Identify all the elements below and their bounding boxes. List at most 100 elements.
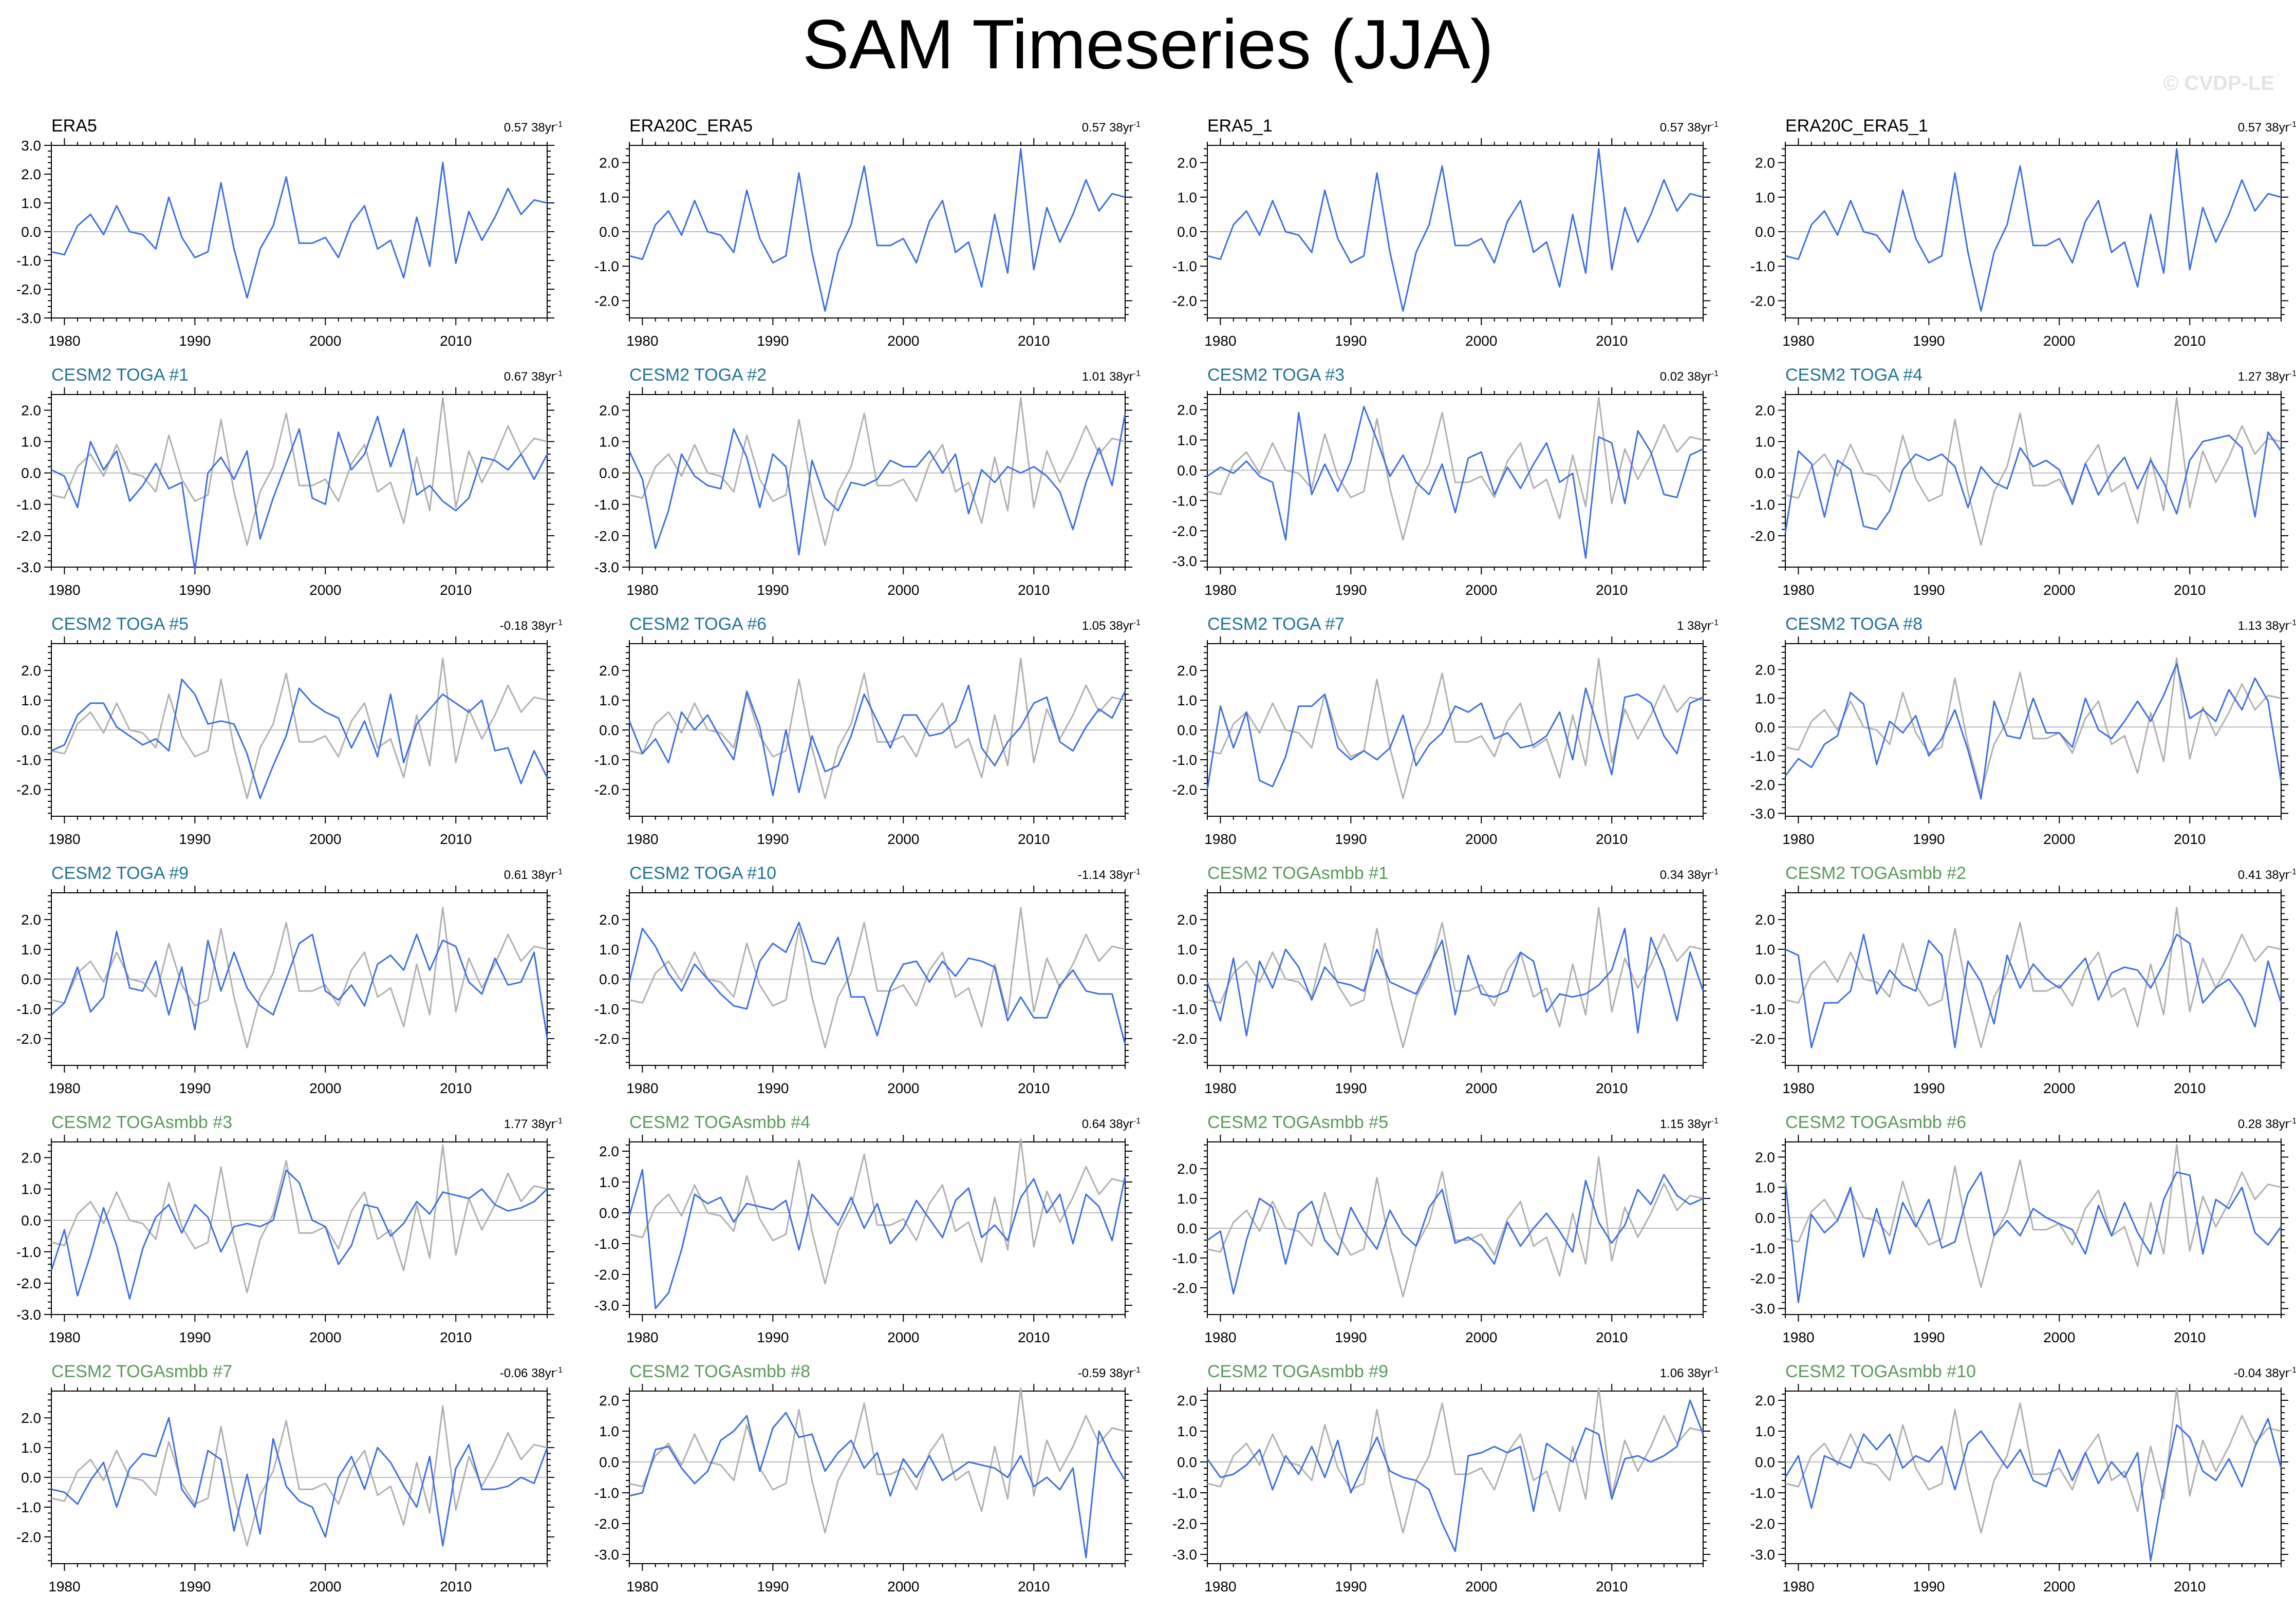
- panel-trend-label: 0.34 38yr-1: [1660, 868, 1719, 883]
- panel-plot: 2.0 1.0 0.0 -1.0 -2.0 1980 1990 2000 2010: [16, 1384, 554, 1594]
- panel-title: CESM2 TOGAsmbb #8: [629, 1362, 811, 1381]
- x-tick-label: 1980: [1204, 831, 1236, 847]
- x-tick-label: 1990: [1913, 831, 1945, 847]
- panel-plot: 2.0 1.0 0.0 -1.0 -2.0 -3.0 1980 1990 2000 2010: [16, 387, 554, 598]
- panel-trend-label: -0.04 38yr-1: [2234, 1366, 2296, 1381]
- y-tick-label: 2.0: [21, 1410, 41, 1426]
- x-tick-label: 2010: [1018, 333, 1050, 349]
- y-tick-label: -1.0: [1750, 748, 1775, 764]
- y-tick-label: -2.0: [1172, 1280, 1197, 1296]
- panel-trend-label: 1.06 38yr-1: [1660, 1366, 1719, 1381]
- y-tick-label: -2.0: [16, 1529, 41, 1545]
- x-tick-label: 1980: [1782, 1080, 1814, 1096]
- panel-trend-label: 1.13 38yr-1: [2238, 618, 2296, 633]
- trend-unit: 38yr: [1687, 121, 1711, 135]
- x-tick-label: 1990: [1335, 582, 1367, 598]
- y-tick-label: 1.0: [1177, 190, 1197, 205]
- y-tick-label: 2.0: [21, 166, 41, 182]
- x-tick-label: 1990: [1913, 1579, 1945, 1594]
- y-tick-label: 1.0: [599, 1423, 619, 1439]
- trend-value: 1.15: [1659, 1117, 1684, 1131]
- panel-title: CESM2 TOGA #2: [629, 365, 767, 385]
- y-tick-label: -1.0: [1172, 258, 1197, 274]
- panel-title: CESM2 TOGA #7: [1207, 614, 1345, 634]
- panel-title: CESM2 TOGAsmbb #9: [1207, 1362, 1389, 1381]
- panel-trend-label: -1.14 38yr-1: [1078, 868, 1141, 883]
- x-tick-label: 2000: [887, 1329, 919, 1345]
- panel-12: CESM2 TOGA #8 1.13 38yr-1 2.0 1.0 0.0 -1.0 -2.…: [1734, 614, 2296, 866]
- y-tick-label: -3.0: [16, 310, 41, 326]
- x-tick-label: 1990: [1913, 582, 1945, 598]
- trend-exponent: -1: [2289, 1117, 2296, 1125]
- plot-frame: [1785, 394, 2282, 568]
- y-tick-label: 2.0: [21, 663, 41, 679]
- trend-unit: 38yr: [1109, 868, 1133, 882]
- x-tick-label: 2010: [440, 582, 472, 598]
- y-tick-label: -1.0: [16, 497, 41, 513]
- trend-exponent: -1: [1133, 369, 1141, 378]
- x-tick-label: 1990: [179, 1329, 211, 1345]
- plot-frame: [51, 394, 548, 568]
- y-tick-label: -3.0: [1750, 1301, 1775, 1317]
- panel-14: CESM2 TOGA #10 -1.14 38yr-1 2.0 1.0 0.0 -1.0 -…: [578, 864, 1156, 1115]
- x-tick-label: 2010: [2174, 831, 2206, 847]
- panel-trend-label: 0.64 38yr-1: [1082, 1117, 1141, 1132]
- x-tick-label: 2000: [2043, 582, 2075, 598]
- y-tick-label: -2.0: [16, 1275, 41, 1291]
- x-tick-label: 1990: [179, 333, 211, 349]
- x-tick-label: 1980: [626, 1080, 658, 1096]
- observed-series-line: [1785, 148, 2282, 312]
- panel-2: ERA20C_ERA5 0.57 38yr-1 2.0 1.0 0.0 -1.0 -2.0 1…: [578, 116, 1156, 368]
- trend-exponent: -1: [1133, 618, 1141, 627]
- observed-series-line: [629, 658, 1126, 799]
- x-tick-label: 1990: [757, 1329, 789, 1345]
- panel-18: CESM2 TOGAsmbb #4 0.64 38yr-1 2.0 1.0 0.0 -1.…: [578, 1113, 1156, 1364]
- plot-frame: [51, 1141, 548, 1315]
- y-tick-label: 0.0: [21, 1213, 41, 1229]
- x-tick-label: 1980: [1782, 831, 1814, 847]
- y-tick-label: 2.0: [21, 912, 41, 928]
- observed-series-line: [51, 658, 548, 799]
- y-tick-label: -2.0: [1750, 528, 1775, 544]
- y-tick-label: -1.0: [16, 1001, 41, 1017]
- x-tick-label: 1990: [1335, 1080, 1367, 1096]
- y-tick-label: -2.0: [594, 1267, 619, 1283]
- trend-value: 1.13: [2237, 619, 2262, 633]
- x-tick-label: 2000: [1465, 1329, 1497, 1345]
- observed-series-line: [629, 148, 1126, 312]
- y-tick-label: -1.0: [594, 1236, 619, 1252]
- x-tick-label: 1990: [179, 831, 211, 847]
- x-tick-label: 2000: [309, 582, 341, 598]
- trend-value: 0.28: [2237, 1117, 2262, 1131]
- panel-title: CESM2 TOGA #5: [51, 614, 189, 634]
- y-tick-label: 0.0: [1755, 1210, 1775, 1226]
- y-tick-label: 0.0: [599, 1454, 619, 1470]
- trend-unit: 38yr: [531, 370, 555, 384]
- plot-frame: [629, 1391, 1126, 1564]
- panel-title: CESM2 TOGA #6: [629, 614, 767, 634]
- y-tick-label: 2.0: [1177, 1161, 1197, 1177]
- y-tick-label: -1.0: [594, 497, 619, 513]
- panel-plot: 2.0 1.0 0.0 -1.0 -2.0 -3.0 1980 1990 2000 2010: [1172, 387, 1710, 598]
- y-tick-label: -1.0: [16, 1499, 41, 1515]
- y-tick-label: -2.0: [594, 782, 619, 798]
- x-tick-label: 1990: [757, 582, 789, 598]
- panel-plot: 2.0 1.0 0.0 -1.0 -2.0 -3.0 1980 1990 2000 2010: [594, 1384, 1132, 1594]
- observed-series-line: [51, 1405, 548, 1547]
- x-tick-label: 2010: [440, 333, 472, 349]
- y-tick-label: 2.0: [1177, 663, 1197, 679]
- panel-plot: 2.0 1.0 0.0 -1.0 -2.0 -3.0 1980 1990 2000 2010: [16, 1135, 554, 1345]
- simulated-series-line: [51, 679, 548, 799]
- simulated-series-line: [628, 1169, 1126, 1309]
- trend-value: 0.57: [503, 121, 528, 135]
- y-tick-label: -2.0: [1750, 1516, 1775, 1532]
- y-tick-label: 0.0: [1755, 465, 1775, 481]
- trend-exponent: -1: [1133, 868, 1141, 876]
- trend-unit: 38yr: [531, 121, 555, 135]
- trend-unit: 38yr: [1109, 1117, 1133, 1131]
- x-tick-label: 2000: [309, 1080, 341, 1096]
- panel-plot: 2.0 1.0 0.0 -1.0 -2.0 -3.0 1980 1990 2000 2010: [1750, 1135, 2288, 1345]
- y-tick-label: 1.0: [1177, 692, 1197, 708]
- panel-trend-label: 0.41 38yr-1: [2238, 868, 2296, 883]
- observed-series-line: [629, 1138, 1126, 1285]
